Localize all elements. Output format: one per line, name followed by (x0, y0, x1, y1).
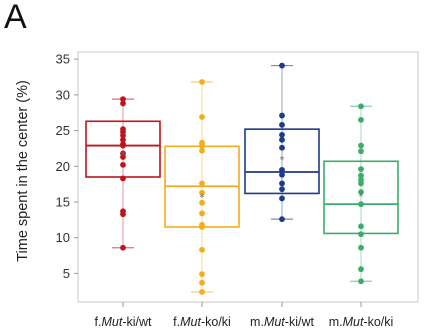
x-category-label-1: f.Mut-ki/wt (95, 315, 152, 329)
data-point (358, 116, 364, 123)
y-tick-label: 10 (56, 230, 70, 245)
data-point (358, 148, 364, 155)
box-group-4: * (323, 103, 399, 285)
x-category-label-4: m.Mut-ko/ki (329, 315, 394, 329)
x-category-label-2: f.Mut-ko/ki (173, 315, 231, 329)
data-point (358, 278, 364, 285)
data-point (120, 142, 126, 149)
data-point (279, 62, 285, 69)
iqr-box (244, 128, 320, 195)
data-point (279, 171, 285, 178)
data-point (199, 180, 205, 187)
data-point (279, 136, 285, 143)
y-tick-label: 30 (56, 87, 70, 102)
mean-marker: * (121, 150, 126, 161)
data-point (358, 244, 364, 251)
y-tick-label: 25 (56, 123, 70, 138)
data-point (358, 142, 364, 149)
y-tick-label: 5 (63, 266, 70, 281)
data-point (199, 271, 205, 278)
y-tick-label: 35 (56, 52, 70, 67)
data-point (358, 166, 364, 173)
y-axis-label: Time spent in the center (%) (15, 80, 31, 262)
data-point (358, 201, 364, 208)
box-group-1: * (85, 96, 161, 251)
data-point (358, 266, 364, 273)
data-point (279, 216, 285, 223)
data-point (199, 147, 205, 154)
data-point (199, 199, 205, 206)
box-group-3: * (244, 62, 320, 223)
data-point (120, 211, 126, 218)
data-point (279, 121, 285, 128)
data-point (120, 132, 126, 139)
data-point (279, 112, 285, 119)
mean-marker: * (359, 192, 364, 203)
mean-marker: * (200, 192, 205, 203)
y-tick-label: 15 (56, 195, 70, 210)
x-category-label-3: m.Mut-ki/wt (250, 315, 314, 329)
data-point (358, 189, 364, 195)
data-point (120, 154, 126, 160)
data-point (358, 223, 364, 230)
data-point (120, 244, 126, 251)
data-point (199, 189, 205, 196)
data-point (199, 224, 205, 230)
data-point (120, 175, 126, 182)
data-point (199, 114, 205, 120)
data-point (199, 142, 205, 149)
data-point (279, 131, 285, 138)
data-point (279, 180, 285, 187)
data-point (279, 144, 285, 151)
data-point (199, 210, 205, 217)
data-point (279, 166, 285, 173)
panel-label: A (4, 0, 27, 36)
data-point (279, 195, 285, 202)
data-point (199, 79, 205, 85)
data-point (358, 231, 364, 238)
data-point (199, 289, 205, 295)
data-point (120, 100, 126, 107)
data-point (199, 246, 205, 253)
data-point (199, 279, 205, 286)
plot-frame (77, 51, 419, 303)
y-tick-label: 20 (56, 159, 70, 174)
mean-marker: * (280, 155, 285, 166)
data-point (358, 172, 364, 179)
data-point (120, 136, 126, 143)
data-point (358, 180, 364, 187)
data-point (358, 103, 364, 110)
data-point (279, 186, 285, 193)
data-point (120, 96, 126, 103)
box-group-2: * (164, 79, 240, 295)
data-point (120, 161, 126, 168)
